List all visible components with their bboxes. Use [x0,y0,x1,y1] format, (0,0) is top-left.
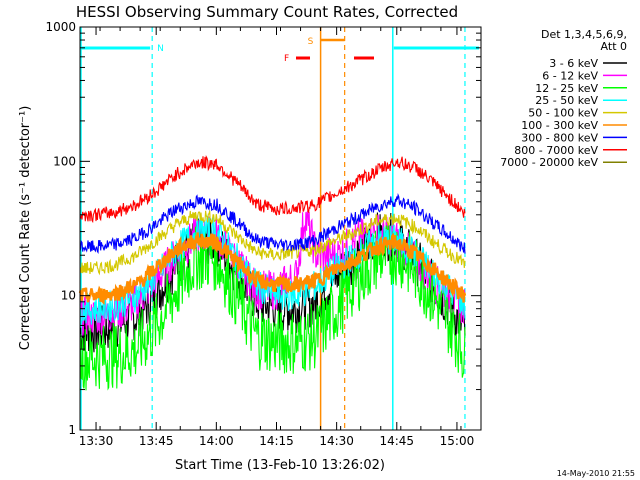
legend-label: 12 - 25 keV [535,82,598,95]
x-tick-label: 14:45 [379,434,414,448]
series-line [79,192,466,254]
legend-label: 300 - 800 keV [521,131,598,144]
chart-title: HESSI Observing Summary Count Rates, Cor… [76,3,458,21]
series-line [78,232,467,305]
legend-label: 25 - 50 keV [535,94,598,107]
y-tick-label: 100 [53,154,76,168]
x-tick-label: 14:15 [259,434,294,448]
legend-label: 100 - 300 keV [521,119,598,132]
y-axis-label: Corrected Count Rate (s⁻¹ detector⁻¹) [18,106,33,351]
legend-label: 800 - 7000 keV [514,144,598,157]
legend-title-line1: Det 1,3,4,5,6,9, [541,28,627,41]
x-tick-label: 15:00 [440,434,475,448]
ticks-layer: 13:30 13:45 14:00 14:15 14:30 14:45 15:00 1 10 10… [45,20,482,448]
legend-title-line2: Att 0 [601,40,627,53]
x-tick-label: 13:45 [139,434,174,448]
y-tick-label: 10 [61,289,76,303]
series-line [79,223,466,391]
series-line [79,210,466,276]
saa-label: S [308,37,314,47]
legend-label: 7000 - 20000 keV [500,156,598,169]
y-tick-label: 1000 [45,20,76,34]
x-tick-label: 13:30 [79,434,114,448]
x-axis-label: Start Time (13-Feb-10 13:26:02) [175,458,385,473]
flare-label: F [284,54,289,64]
series-line [79,215,466,327]
legend-label: 50 - 100 keV [528,107,598,120]
legend-label: 3 - 6 keV [549,57,598,70]
y-axis-label-text: Corrected Count Rate (s⁻¹ detector⁻¹) [18,106,33,351]
footer-date: 14-May-2010 21:55 [557,469,635,478]
night-label: N [157,44,164,54]
x-tick-label: 14:00 [199,434,234,448]
legend-label: 6 - 12 keV [542,69,598,82]
y-tick-label: 1 [68,423,76,437]
x-tick-label: 14:30 [319,434,354,448]
series-line [79,154,466,224]
series-layer [78,154,467,391]
